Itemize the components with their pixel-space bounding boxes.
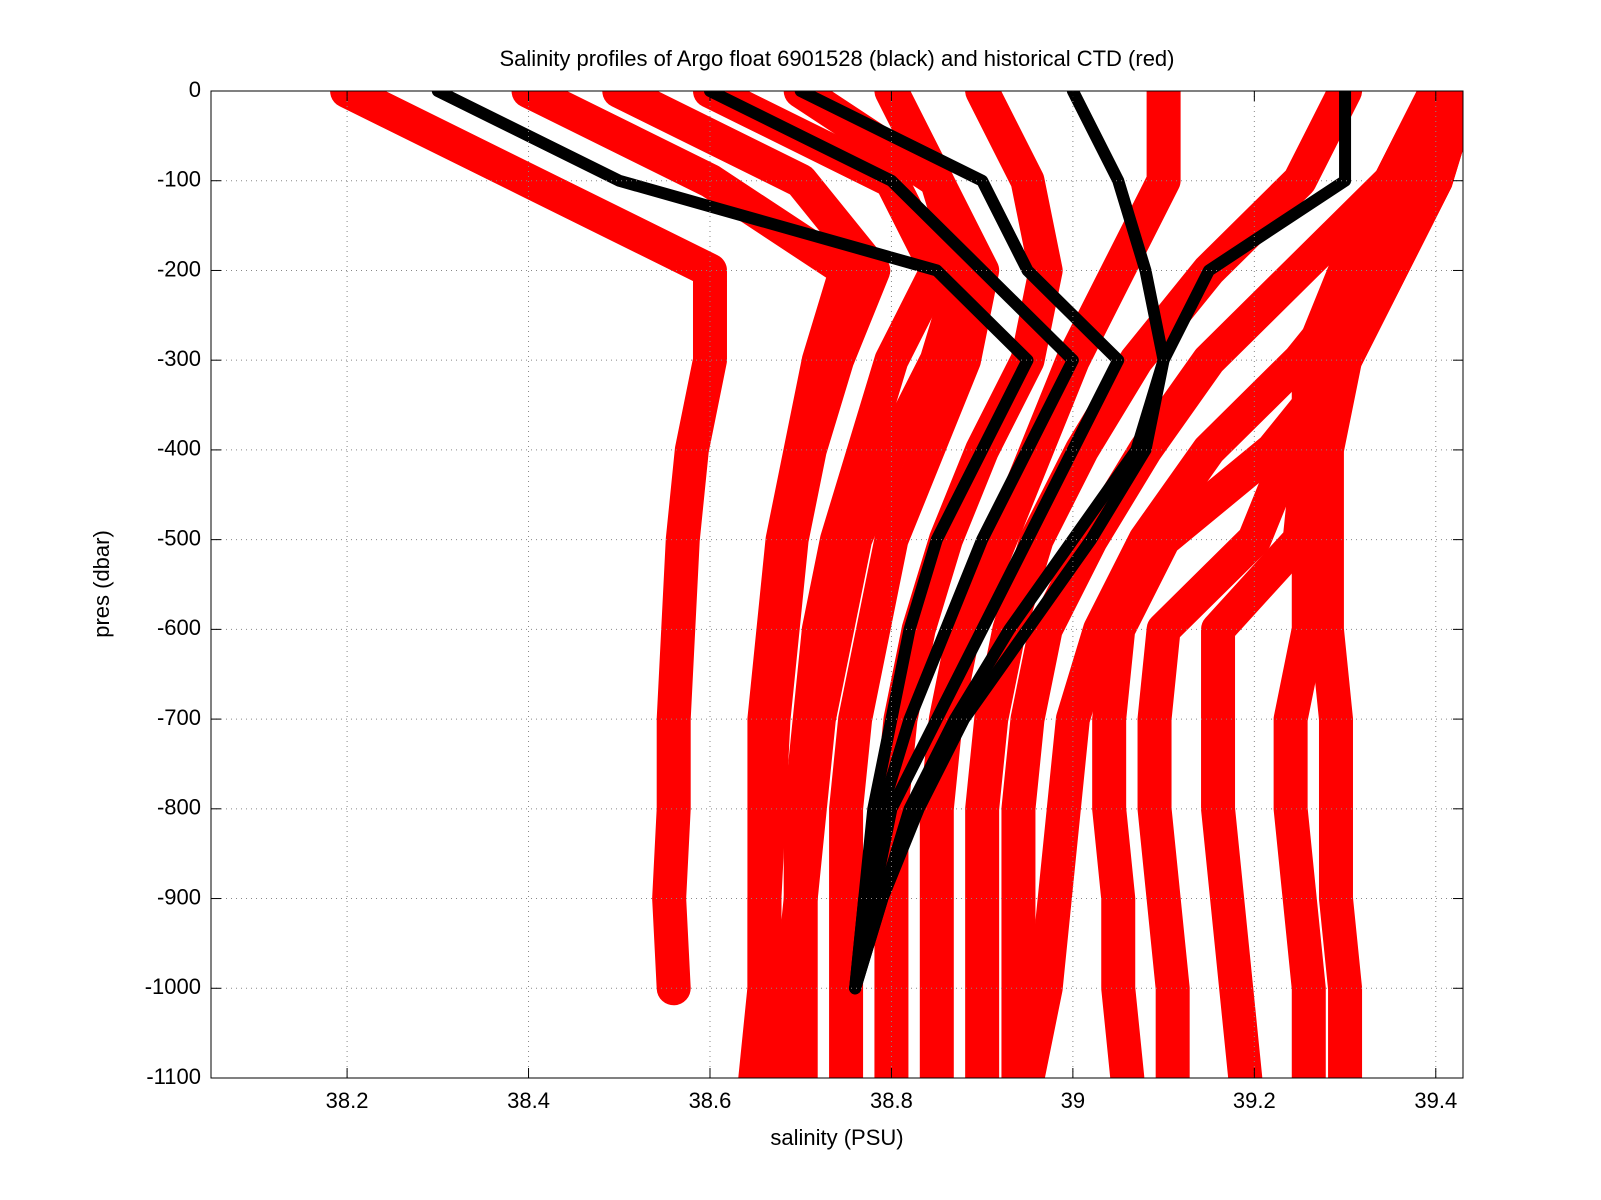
axes-box (210, 90, 1464, 1079)
x-tick-label: 38.8 (870, 1088, 913, 1113)
y-tick-label: -100 (157, 167, 201, 192)
profile (794, 91, 1125, 995)
y-tick-label: -500 (157, 525, 201, 550)
profile (874, 91, 1063, 1078)
profile (919, 91, 1181, 1078)
x-tick-label: 38.4 (507, 1088, 550, 1113)
y-tick-label: -400 (157, 436, 201, 461)
profile (330, 91, 727, 1006)
y-tick-label: -900 (157, 884, 201, 909)
x-axis-label: salinity (PSU) (770, 1125, 903, 1150)
x-tick-label: 38.6 (689, 1088, 732, 1113)
plot-area: 38.2 38.4 38.6 38.8 39 39.2 39.4 0 -100 -200 -300 -… (145, 77, 1463, 1113)
y-tick-label: -700 (157, 705, 201, 730)
profile (703, 91, 1079, 995)
chart-title: Salinity profiles of Argo float 6901528 … (500, 46, 1175, 71)
profile (1201, 91, 1453, 1078)
data-layer (330, 91, 1463, 1078)
x-tick-label: 39.2 (1233, 1088, 1276, 1113)
y-tick-label: -1000 (145, 974, 201, 999)
profile (511, 91, 864, 1078)
profile (1309, 91, 1463, 1078)
y-tick-label: -200 (157, 256, 201, 281)
y-tick-label: -1100 (146, 1064, 201, 1089)
y-axis-label: pres (dbar) (89, 530, 114, 638)
y-tick-label: -600 (157, 615, 201, 640)
x-tick-label: 39 (1061, 1088, 1085, 1113)
x-tick-label: 39.4 (1414, 1088, 1457, 1113)
y-tick-label: 0 (189, 77, 201, 102)
y-tick-label: -300 (157, 346, 201, 371)
y-tick-label: -800 (157, 795, 201, 820)
profile (1001, 91, 1453, 1078)
x-tick-label: 38.2 (326, 1088, 369, 1113)
